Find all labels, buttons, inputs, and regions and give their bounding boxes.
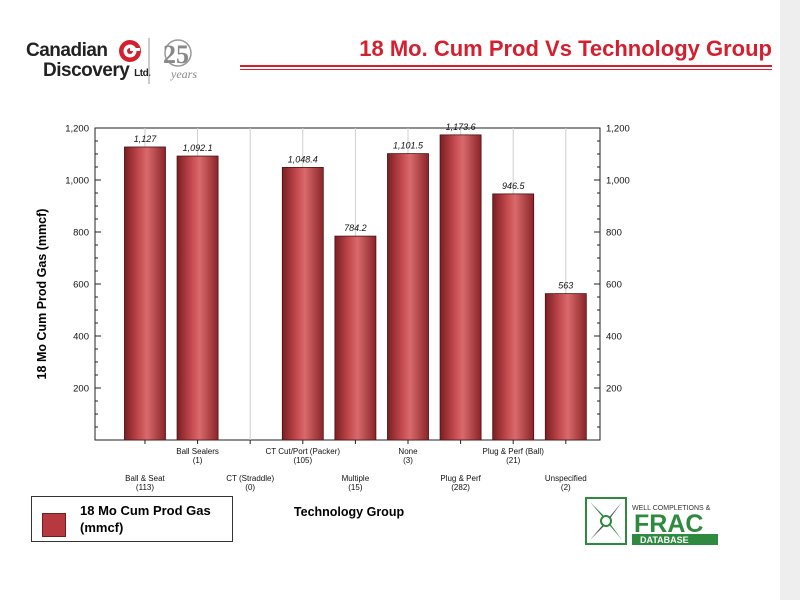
- x-tick-count: (2): [561, 483, 571, 492]
- legend-label: 18 Mo Cum Prod Gas (mmcf): [80, 503, 211, 535]
- title-rule-thick: [240, 65, 772, 67]
- y-tick-label-right: 800: [606, 228, 622, 239]
- bar: [281, 167, 324, 441]
- y-tick-label-right: 200: [606, 384, 622, 395]
- swirl-icon: [119, 40, 141, 62]
- bar-value-label: 946.5: [502, 181, 526, 191]
- logo-graphics: 25 years: [119, 38, 197, 84]
- y-tick-label-left: 400: [73, 332, 89, 343]
- bar: [176, 155, 219, 441]
- x-tick-label: CT Cut/Port (Packer): [266, 447, 341, 456]
- logo-line2-text: Discovery: [43, 60, 130, 81]
- logo-ltd: Ltd.: [134, 68, 151, 79]
- x-tick-label: Plug & Perf (Ball): [483, 447, 545, 456]
- x-tick-label: Plug & Perf: [440, 474, 481, 483]
- chart-legend: 18 Mo Cum Prod Gas (mmcf): [31, 496, 233, 542]
- anniversary-badge: 25 years: [163, 39, 197, 81]
- y-tick-label-left: 200: [73, 384, 89, 395]
- bar: [544, 293, 587, 441]
- frac-main-text: FRAC: [634, 510, 703, 538]
- bar: [387, 153, 429, 441]
- bar-value-label: 784.2: [344, 223, 367, 233]
- x-tick-count: (105): [293, 456, 312, 465]
- title-rule-thin: [240, 69, 772, 70]
- x-tick-count: (21): [506, 456, 521, 465]
- y-tick-label-left: 1,000: [65, 176, 89, 187]
- x-tick-count: (113): [136, 483, 154, 492]
- anniversary-number: 25: [163, 40, 189, 69]
- x-tick-label: CT (Straddle): [226, 474, 274, 483]
- y-tick-label-left: 600: [73, 280, 89, 291]
- y-tick-label-right: 600: [606, 280, 622, 291]
- bar: [492, 193, 535, 441]
- bar-value-label: 1,127: [134, 134, 158, 144]
- frac-database-logo: WELL COMPLETIONS & FRAC DATABASE: [585, 497, 718, 545]
- logo-line2: Discovery Ltd.: [43, 60, 151, 82]
- side-strip: [780, 0, 800, 600]
- y-axis-title: 18 Mo Cum Prod Gas (mmcf): [35, 209, 49, 380]
- y-tick-label-right: 1,200: [606, 124, 630, 135]
- bar-value-label: 1,101.5: [393, 141, 424, 151]
- logo-line1: Canadian: [26, 40, 108, 61]
- bar: [124, 146, 166, 441]
- bar: [334, 235, 377, 441]
- x-axis-title: Technology Group: [294, 505, 405, 519]
- x-tick-label: Multiple: [342, 474, 370, 483]
- canadian-discovery-logo: Canadian Discovery Ltd. 25 years: [26, 38, 216, 88]
- bar-value-label: 563: [558, 281, 573, 291]
- y-tick-label-right: 400: [606, 332, 622, 343]
- x-tick-count: (3): [403, 456, 413, 465]
- bar: [439, 134, 482, 441]
- bar-value-label: 1,173.6: [446, 122, 476, 132]
- y-tick-label-left: 1,200: [65, 124, 89, 135]
- frac-sub-text: DATABASE: [640, 535, 689, 545]
- x-tick-count: (1): [193, 456, 203, 465]
- bar-value-label: 1,048.4: [288, 154, 318, 164]
- anniversary-word: years: [170, 67, 197, 81]
- x-tick-label: Unspecified: [545, 474, 587, 483]
- legend-swatch: [42, 513, 66, 537]
- x-tick-count: (0): [245, 483, 255, 492]
- frac-top-text: WELL COMPLETIONS &: [632, 505, 711, 512]
- x-tick-count: (15): [348, 483, 363, 492]
- y-tick-label-right: 1,000: [606, 176, 630, 187]
- y-tick-label-left: 800: [73, 228, 89, 239]
- x-tick-count: (282): [451, 483, 470, 492]
- x-tick-label: Ball & Seat: [125, 474, 165, 483]
- x-tick-label: None: [398, 447, 418, 456]
- page-title: 18 Mo. Cum Prod Vs Technology Group: [359, 36, 772, 61]
- bar-value-label: 1,092.1: [183, 143, 213, 153]
- bar-chart: 200 200 400 400 600 600 800 800 1,000 1,000 1,200 1…: [35, 122, 630, 519]
- x-tick-label: Ball Sealers: [176, 447, 219, 456]
